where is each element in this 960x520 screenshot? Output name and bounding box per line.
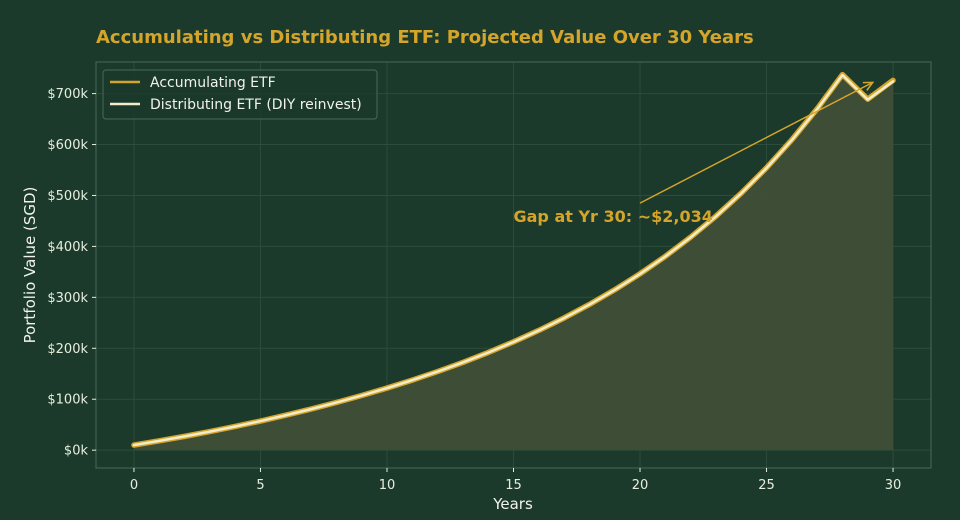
y-tick-label: $100k: [47, 393, 88, 408]
legend: Accumulating ETF Distributing ETF (DIY r…: [102, 69, 378, 120]
x-axis: 0 5 10 15 20 25 30: [130, 468, 902, 493]
x-axis-label: Years: [492, 495, 533, 513]
legend-label-distributing: Distributing ETF (DIY reinvest): [150, 97, 362, 113]
y-tick-label: $200k: [47, 342, 88, 357]
x-tick-label: 0: [130, 478, 138, 493]
legend-label-accumulating: Accumulating ETF: [150, 75, 276, 91]
x-tick-label: 25: [758, 478, 775, 493]
y-tick-label: $400k: [47, 240, 88, 255]
y-axis: $0k $100k $200k $300k $400k $500k $600k $700k: [47, 87, 96, 459]
y-tick-label: $0k: [64, 444, 89, 459]
x-tick-label: 30: [885, 478, 902, 493]
x-tick-label: 10: [379, 478, 396, 493]
annotation-text: Gap at Yr 30: ~$2,034: [514, 207, 713, 226]
legend-box: [102, 69, 378, 120]
x-tick-label: 15: [505, 478, 522, 493]
y-tick-label: $700k: [47, 87, 88, 102]
y-axis-label: Portfolio Value (SGD): [21, 187, 39, 344]
x-tick-label: 5: [256, 478, 264, 493]
annotation-arrowhead: [862, 81, 875, 91]
chart-title: Accumulating vs Distributing ETF: Projec…: [96, 27, 754, 48]
area-fill: [133, 75, 894, 451]
series-line-distributing: [132, 73, 895, 447]
y-tick-label: $300k: [47, 291, 88, 306]
y-tick-label: $600k: [47, 138, 88, 153]
annotation-arrow: [639, 81, 874, 204]
y-tick-label: $500k: [47, 189, 88, 204]
x-tick-label: 20: [632, 478, 649, 493]
